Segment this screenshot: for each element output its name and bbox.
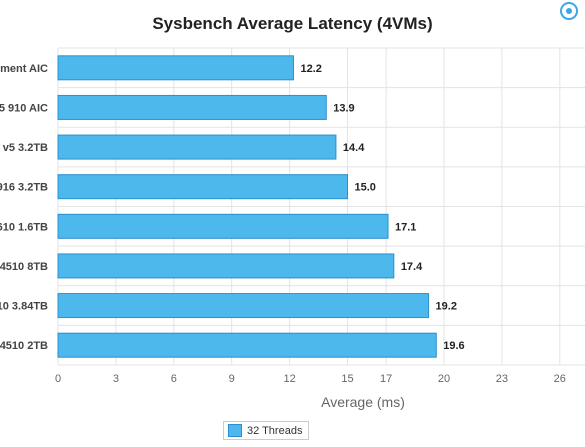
y-category-label: 4510 8TB — [0, 261, 48, 273]
bar — [57, 94, 327, 120]
bar — [57, 213, 389, 239]
bar-value-label: 15.0 — [355, 182, 376, 194]
chart-title: Sysbench Average Latency (4VMs) — [152, 14, 433, 33]
bar-value-label: 17.1 — [395, 221, 416, 233]
bar-value-label: 13.9 — [333, 102, 354, 114]
y-category-label: 4510 2TB — [0, 340, 48, 352]
bar — [57, 134, 337, 160]
legend[interactable]: 32 Threads — [223, 421, 310, 440]
y-category-label: ment AIC — [0, 63, 48, 75]
x-tick-label: 6 — [171, 373, 177, 385]
bar-value-label: 12.2 — [300, 63, 321, 75]
x-tick-label: 20 — [438, 373, 450, 385]
y-category-label: 10 3.84TB — [0, 301, 48, 313]
x-tick-label: 12 — [283, 373, 295, 385]
x-tick-label: 3 — [113, 373, 119, 385]
y-category-label: 5 910 AIC — [0, 102, 48, 114]
bar — [57, 332, 437, 358]
y-category-label: 610 1.6TB — [0, 221, 48, 233]
x-tick-label: 9 — [229, 373, 235, 385]
y-category-label: 916 3.2TB — [0, 182, 48, 194]
bar — [57, 55, 294, 81]
x-tick-label: 17 — [380, 373, 392, 385]
bar-value-label: 17.4 — [401, 261, 423, 273]
y-category-label: v5 3.2TB — [3, 142, 48, 154]
bar — [57, 293, 430, 319]
bar — [57, 174, 348, 200]
legend-label: 32 Threads — [247, 424, 303, 437]
x-tick-label: 26 — [554, 373, 566, 385]
bar — [57, 253, 395, 279]
x-tick-label: 15 — [341, 373, 353, 385]
logo-icon — [560, 2, 578, 20]
x-axis-title: Average (ms) — [321, 394, 405, 410]
x-tick-label: 0 — [55, 373, 61, 385]
bar-value-label: 19.6 — [443, 340, 464, 352]
bar-value-label: 14.4 — [343, 142, 365, 154]
legend-swatch — [228, 424, 242, 437]
x-tick-label: 23 — [496, 373, 508, 385]
bar-value-label: 19.2 — [436, 301, 457, 313]
